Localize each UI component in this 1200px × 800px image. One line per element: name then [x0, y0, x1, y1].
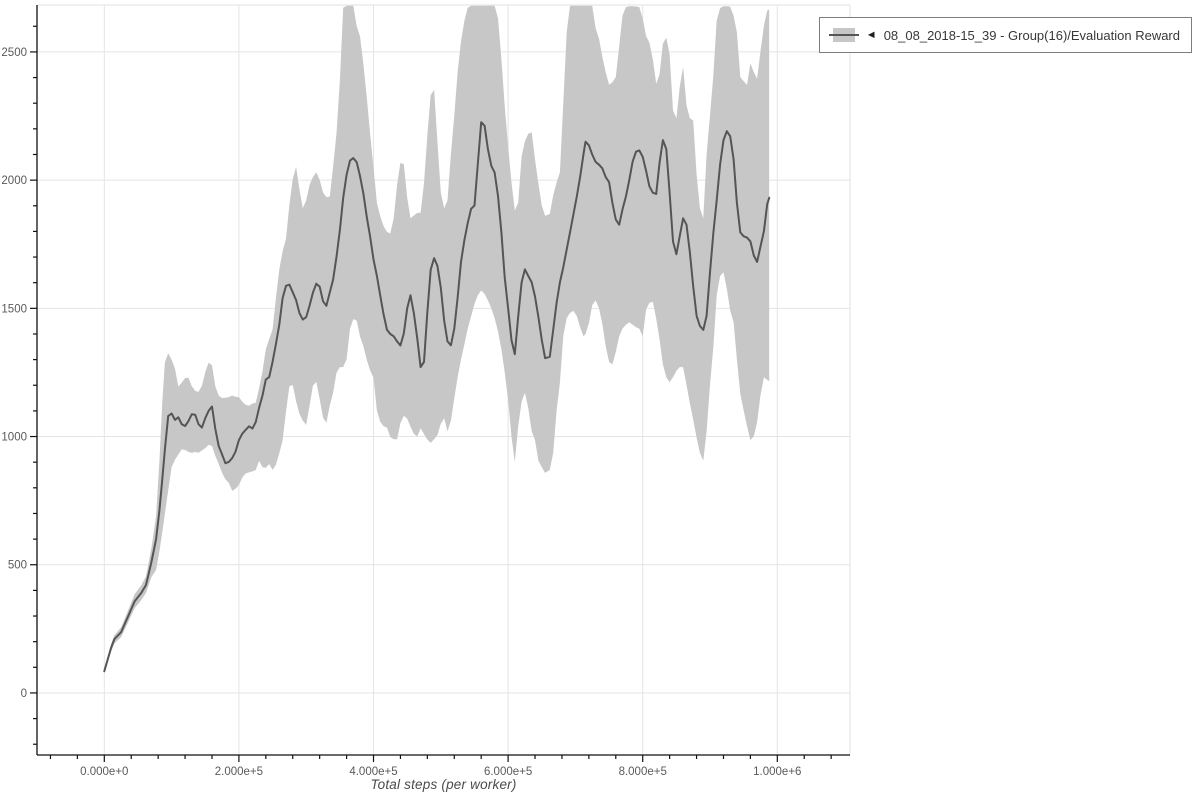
x-tick-label: 4.000e+5 [349, 766, 397, 778]
x-tick-label: 0.000e+0 [80, 766, 128, 778]
tick-labels: 0.000e+0 2.000e+5 4.000e+5 6.000e+5 8.000e+5… [1, 47, 801, 778]
y-tick-label: 1500 [1, 303, 27, 315]
y-tick-label: 1000 [1, 432, 27, 444]
x-axis-title: Total steps (per worker) [370, 777, 517, 792]
x-tick-label: 8.000e+5 [619, 766, 667, 778]
y-tick-label: 2000 [1, 175, 27, 187]
plot-border [37, 4, 851, 755]
axis-ticks [30, 25, 832, 762]
x-tick-label: 2.000e+5 [215, 766, 263, 778]
legend-line-icon [828, 34, 859, 36]
y-tick-label: 2500 [1, 47, 27, 59]
legend[interactable]: ◄ 08_08_2018-15_39 - Group(16)/Evaluatio… [818, 17, 1192, 53]
legend-label[interactable]: 08_08_2018-15_39 - Group(16)/Evaluation … [883, 27, 1180, 43]
series-band [104, 5, 770, 674]
axes [36, 5, 850, 756]
x-tick-label: 1.000e+6 [753, 766, 801, 778]
legend-series-swatch-icon [828, 27, 859, 43]
x-tick-label: 6.000e+5 [484, 766, 532, 778]
series-mean-line [103, 121, 771, 673]
legend-collapse-icon[interactable]: ◄ [865, 28, 877, 41]
y-tick-label: 500 [8, 560, 27, 572]
y-tick-label: 0 [21, 688, 27, 700]
